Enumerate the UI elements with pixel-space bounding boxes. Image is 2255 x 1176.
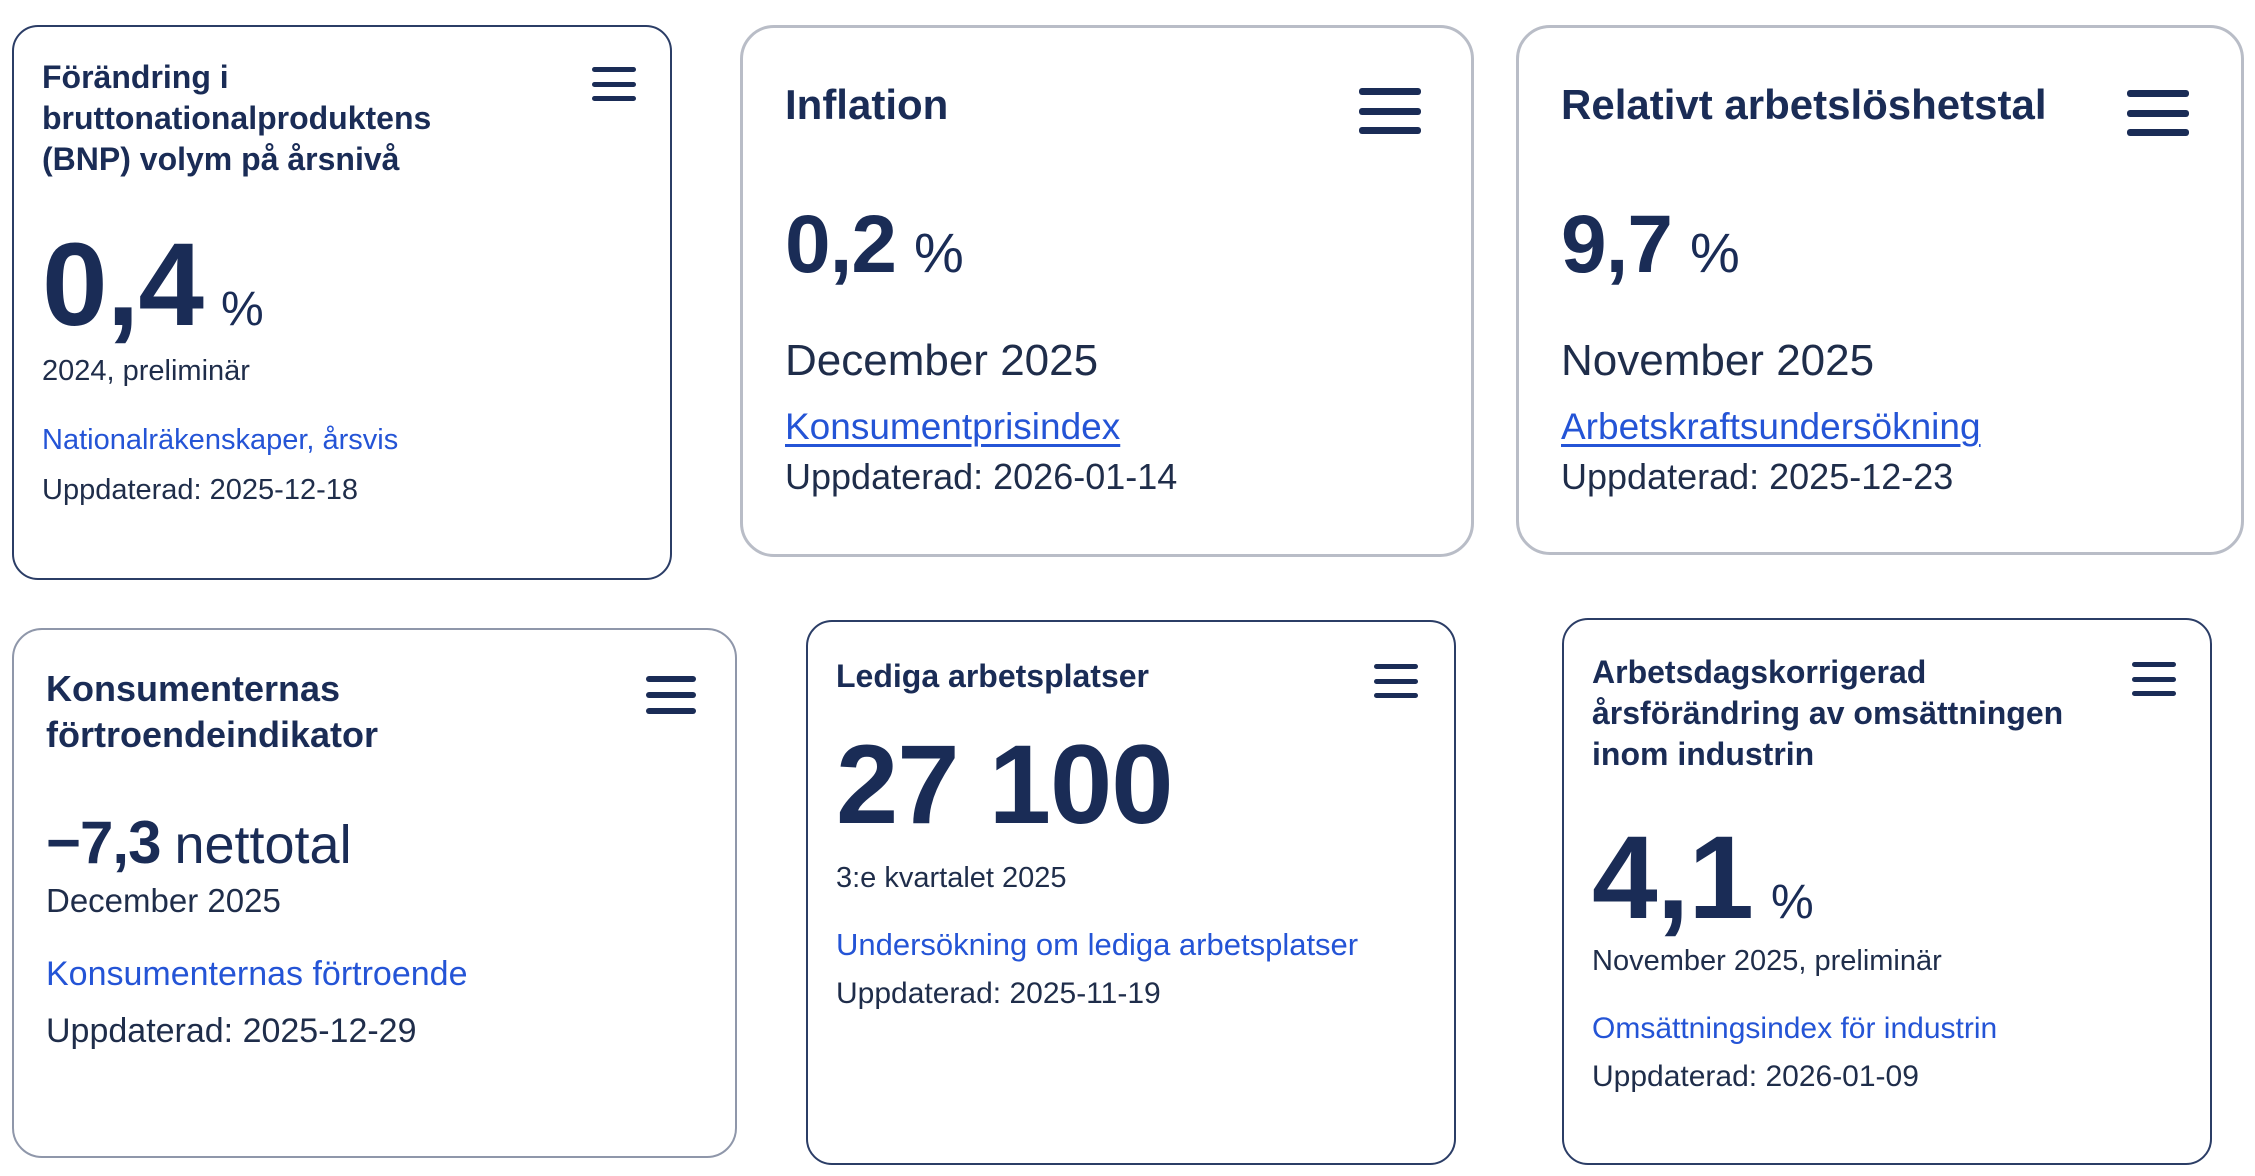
hamburger-menu-icon[interactable] [2132,662,2176,696]
stat-value: 27 100 [836,720,1174,849]
card-title: Lediga arbetsplatser [836,658,1149,694]
card-title: Konsumenternas förtroendeindikator [46,668,379,756]
source-link[interactable]: Omsättningsindex för industrin [1592,1012,1998,1045]
stat-unit: % [1771,876,1814,929]
stat-unit: % [914,221,964,284]
hamburger-menu-icon[interactable] [646,676,696,714]
updated-date: Uppdaterad: 2025-11-19 [836,977,1161,1010]
updated-date: Uppdaterad: 2025-12-18 [42,474,359,506]
stat-number: 0,4 [42,219,204,351]
card-title: Förändring i bruttonationalproduktens (B… [42,59,432,177]
updated-date: Uppdaterad: 2025-12-23 [1561,456,1954,497]
stat-period: December 2025 [46,882,281,919]
hamburger-menu-icon[interactable] [1359,88,1421,134]
stat-number: 27 100 [836,722,1174,847]
stat-card-lediga-arbetsplatser: Lediga arbetsplatser 27 100 3:e kvartale… [806,620,1456,1165]
stat-number: −7,3 [46,809,161,876]
card-title: Arbetsdagskorrigerad årsförändring av om… [1592,654,2064,772]
stat-period: 3:e kvartalet 2025 [836,862,1067,894]
stat-value: 9,7% [1561,198,1740,292]
stat-unit: nettotal [174,815,352,875]
stat-period: December 2025 [785,336,1099,385]
stat-period: 2024, preliminär [42,355,250,387]
stat-value: 0,4% [42,217,264,353]
source-link[interactable]: Nationalräkenskaper, årsvis [42,424,399,456]
source-link[interactable]: Arbetskraftsundersökning [1561,406,1981,447]
stat-card-konsumenternas-fortroende: Konsumenternas förtroendeindikator −7,3 n… [12,628,737,1158]
stat-unit: % [221,283,264,336]
stat-card-bnp: Förändring i bruttonationalproduktens (B… [12,25,672,580]
hamburger-menu-icon[interactable] [1374,664,1418,698]
stat-card-omsattning-industrin: Arbetsdagskorrigerad årsförändring av om… [1562,618,2212,1165]
stat-unit: % [1690,221,1740,284]
stat-number: 9,7 [1561,199,1673,290]
stat-period: November 2025, preliminär [1592,945,1942,977]
updated-date: Uppdaterad: 2026-01-09 [1592,1060,1919,1093]
stat-number: 4,1 [1592,812,1754,944]
source-link[interactable]: Konsumentprisindex [785,406,1121,447]
source-link[interactable]: Konsumenternas förtroende [46,955,468,993]
updated-date: Uppdaterad: 2026-01-14 [785,456,1178,497]
stat-value: −7,3 nettotal [46,808,352,877]
stat-value: 4,1% [1592,810,1814,946]
card-title: Relativt arbetslöshetstal [1561,81,2047,128]
hamburger-menu-icon[interactable] [592,67,636,101]
stat-card-inflation: Inflation 0,2% December 2025 Konsumentpr… [740,25,1474,557]
source-link[interactable]: Undersökning om lediga arbetsplatser [836,927,1359,962]
card-title: Inflation [785,81,949,128]
stat-card-arbetsloshet: Relativt arbetslöshetstal 9,7% November … [1516,25,2244,555]
stat-value: 0,2% [785,198,964,292]
updated-date: Uppdaterad: 2025-12-29 [46,1012,417,1050]
stat-period: November 2025 [1561,336,1875,385]
hamburger-menu-icon[interactable] [2127,90,2189,136]
stat-number: 0,2 [785,199,897,290]
